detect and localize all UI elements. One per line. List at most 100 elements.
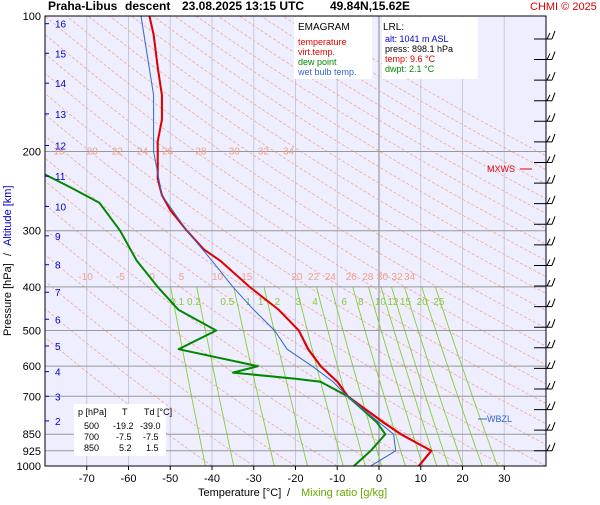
y-axis-title: Pressure [hPa] / Altitude [km] — [2, 185, 14, 336]
pressure-tick-label: 850 — [23, 429, 41, 441]
x-tick-label: 10 — [415, 473, 427, 485]
wind-barb-flag — [552, 340, 555, 348]
wind-barb-flag — [547, 445, 550, 451]
wind-barb-flag — [547, 95, 550, 101]
altitude-tick-label: 13 — [55, 110, 67, 121]
wind-barb-flag — [552, 216, 555, 224]
adiabat-label: 24 — [325, 272, 337, 283]
x-tick-label: -70 — [79, 473, 95, 485]
table-row: 500 -19.2 -39.0 — [84, 421, 161, 431]
mixing-ratio-label: 25 — [433, 297, 445, 308]
altitude-tick-label: 16 — [55, 20, 67, 31]
mixing-ratio-label: 10 — [375, 297, 387, 308]
adiabat-label: 34 — [404, 272, 416, 283]
mixing-ratio-label: 3 — [296, 297, 302, 308]
wind-barb-flag — [552, 422, 555, 430]
table-cell-p: 850 — [84, 443, 99, 453]
pressure-tick-label: 925 — [23, 446, 41, 458]
adiabat-label: -10 — [78, 272, 93, 283]
wind-barb-flag — [547, 156, 550, 162]
wind-barb-flag — [547, 424, 550, 430]
header-station: Praha-Libus — [48, 0, 118, 13]
x-tick-label: -60 — [121, 473, 137, 485]
y-axis-title-altitude: Altitude [km] — [2, 185, 14, 246]
wind-barb-flag — [552, 154, 555, 162]
header-coords: 49.84N,15.62E — [330, 0, 410, 13]
wind-barb-flag — [547, 342, 550, 348]
table-header-td: Td [°C] — [144, 407, 172, 417]
legend-title: EMAGRAM — [298, 22, 350, 33]
wind-barb-flag — [552, 381, 555, 389]
x-tick-label: -50 — [162, 473, 178, 485]
x-tick-label: -20 — [288, 473, 304, 485]
wind-barb-flag — [552, 134, 555, 142]
x-tick-label: -40 — [204, 473, 220, 485]
wind-barb-flag — [552, 52, 555, 60]
wind-barb-flag — [547, 54, 550, 60]
wind-barb-flag — [547, 33, 550, 39]
adiabat-label: 26 — [162, 146, 174, 157]
lrl-title: LRL: — [383, 22, 404, 33]
pressure-tick-label: 400 — [23, 282, 41, 294]
mixing-ratio-label: 12 — [387, 297, 399, 308]
adiabat-label: -5 — [116, 272, 125, 283]
x-tick-label: 20 — [456, 473, 468, 485]
wind-barb-flag — [547, 280, 550, 286]
mixing-ratio-label: 6 — [341, 297, 347, 308]
adiabat-label: 30 — [229, 146, 241, 157]
mixing-ratio-label: 20 — [417, 297, 429, 308]
adiabat-label: 26 — [346, 272, 358, 283]
altitude-tick-label: 12 — [55, 142, 67, 153]
wind-barb-flag — [552, 113, 555, 121]
header-datetime: 23.08.2025 13:15 UTC — [182, 0, 304, 13]
wind-barb-flag — [547, 198, 550, 204]
adiabat-label: 20 — [291, 272, 303, 283]
adiabat-label: 28 — [362, 272, 374, 283]
pressure-tick-label: 1000 — [17, 461, 41, 473]
wind-barb-flag — [552, 72, 555, 80]
mixing-ratio-label: 4 — [312, 297, 318, 308]
y-axis-title-pressure: Pressure [hPa] — [2, 263, 14, 336]
lrl-dwpt: dwpt: 2.1 °C — [385, 64, 435, 74]
wind-barb-flag — [547, 301, 550, 307]
mxws-label: MXWS — [487, 164, 515, 174]
adiabat-label: 32 — [258, 146, 270, 157]
lrl-temp: temp: 9.6 °C — [385, 54, 436, 64]
adiabat-label: 20 — [87, 146, 99, 157]
table-cell-t: 5.2 — [119, 443, 132, 453]
altitude-tick-label: 4 — [55, 368, 61, 379]
wind-barb-flag — [547, 115, 550, 121]
wind-barb-flag — [547, 321, 550, 327]
table-cell-t: -7.5 — [116, 432, 132, 442]
x-axis-title-mixing: Mixing ratio [g/kg] — [301, 487, 387, 499]
adiabat-label: 34 — [283, 146, 295, 157]
header-mode: descent — [125, 0, 170, 13]
adiabat-label: 32 — [392, 272, 404, 283]
mixing-ratio-label: 8 — [358, 297, 364, 308]
legend-item-virt-temp: virt.temp. — [298, 47, 335, 57]
adiabat-label: 30 — [377, 272, 389, 283]
wind-barb-flag — [547, 362, 550, 368]
x-tick-label: 30 — [498, 473, 510, 485]
wind-barb-flag — [547, 259, 550, 265]
adiabat-label: 5 — [179, 272, 185, 283]
pressure-tick-label: 700 — [23, 391, 41, 403]
altitude-tick-label: 10 — [55, 202, 67, 213]
altitude-tick-label: 2 — [55, 417, 61, 428]
wbzl-label: WBZL — [487, 414, 512, 424]
x-tick-label: -10 — [329, 473, 345, 485]
altitude-tick-label: 7 — [55, 288, 61, 299]
wind-barb-flag — [552, 196, 555, 204]
table-cell-td: -7.5 — [143, 432, 159, 442]
pressure-tick-label: 600 — [23, 361, 41, 373]
altitude-tick-label: 11 — [55, 172, 66, 183]
pressure-tick-label: 100 — [23, 11, 41, 23]
wind-barb-flag — [552, 237, 555, 245]
wind-barb-flag — [552, 31, 555, 39]
x-tick-label: -30 — [246, 473, 262, 485]
mixing-ratio-label: 0.2 — [187, 297, 201, 308]
wind-barb-flag — [547, 383, 550, 389]
table-cell-td: 1.5 — [146, 443, 159, 453]
